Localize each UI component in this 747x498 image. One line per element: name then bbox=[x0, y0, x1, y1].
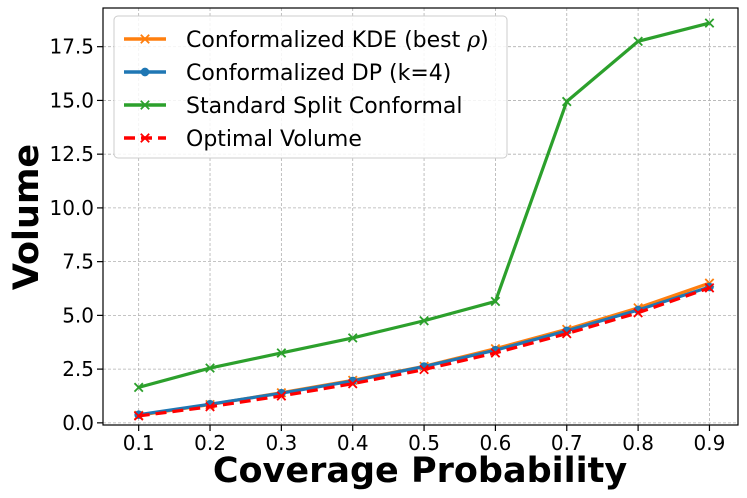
legend-entry: Conformalized DP (k=4) bbox=[124, 61, 451, 86]
y-tick-label: 7.5 bbox=[62, 250, 94, 274]
y-tick-label: 15.0 bbox=[49, 88, 94, 112]
y-tick-label: 5.0 bbox=[62, 303, 94, 327]
data-point bbox=[561, 328, 572, 339]
y-tick-label: 10.0 bbox=[49, 196, 94, 220]
series-line bbox=[138, 286, 710, 418]
legend-entry: Conformalized KDE (best ρ) bbox=[124, 28, 489, 53]
data-point bbox=[347, 378, 358, 389]
legend-marker bbox=[140, 34, 150, 44]
data-point bbox=[561, 96, 572, 107]
x-tick-label: 0.6 bbox=[480, 431, 512, 455]
series-lines bbox=[133, 18, 715, 421]
x-tick-label: 0.2 bbox=[194, 431, 226, 455]
y-tick-label: 12.5 bbox=[49, 142, 94, 166]
data-point bbox=[276, 348, 287, 358]
x-tick-label: 0.9 bbox=[694, 431, 726, 455]
legend-box bbox=[113, 15, 508, 159]
data-point bbox=[133, 382, 144, 393]
legend-marker bbox=[140, 100, 150, 110]
data-point bbox=[276, 391, 287, 401]
grid bbox=[103, 8, 738, 425]
data-point bbox=[490, 296, 501, 307]
data-point bbox=[205, 401, 215, 412]
data-point bbox=[347, 333, 358, 343]
legend-symbol: ρ bbox=[466, 28, 480, 53]
data-point bbox=[205, 363, 215, 373]
legend-label: Conformalized KDE (best ρ) bbox=[186, 28, 489, 53]
data-point bbox=[633, 36, 643, 47]
x-tick-label: 0.1 bbox=[123, 431, 155, 455]
series-standard-split-conformal bbox=[133, 18, 715, 393]
data-point bbox=[704, 18, 715, 28]
x-tick-label: 0.5 bbox=[408, 431, 440, 455]
y-axis-title: Volume bbox=[7, 144, 47, 290]
data-point bbox=[419, 364, 429, 375]
data-point bbox=[419, 315, 429, 326]
y-tick-label: 2.5 bbox=[62, 357, 94, 381]
series-optimal-volume bbox=[133, 283, 715, 421]
y-tick-label: 17.5 bbox=[49, 35, 94, 59]
y-tick-label: 0.0 bbox=[62, 411, 94, 435]
data-point bbox=[704, 283, 715, 293]
data-point bbox=[490, 348, 501, 358]
x-tick-label: 0.4 bbox=[337, 431, 369, 455]
data-point bbox=[633, 307, 643, 318]
legend-entry: Standard Split Conformal bbox=[124, 94, 463, 119]
legend-entry: Optimal Volume bbox=[124, 127, 362, 152]
legend-label: Conformalized DP (k=4) bbox=[186, 61, 451, 86]
ticks: 0.1 0.2 0.3 0.4 0.5 0.6 0.7 0.8 0.9 0.0 2.5 5.0 7.5 1… bbox=[49, 35, 725, 455]
legend-suffix: ) bbox=[480, 28, 489, 53]
x-tick-label: 0.7 bbox=[551, 431, 583, 455]
legend-label: Optimal Volume bbox=[186, 127, 362, 152]
legend-label: Standard Split Conformal bbox=[186, 94, 463, 119]
data-point bbox=[133, 411, 144, 421]
x-axis-title: Coverage Probability bbox=[213, 451, 628, 491]
plot-frame bbox=[102, 7, 739, 426]
legend-marker bbox=[140, 133, 150, 143]
x-tick-label: 0.8 bbox=[622, 431, 654, 455]
legend-marker bbox=[140, 67, 150, 77]
legend: Conformalized KDE (best ρ) Conformalized … bbox=[113, 15, 508, 159]
x-tick-label: 0.3 bbox=[265, 431, 297, 455]
